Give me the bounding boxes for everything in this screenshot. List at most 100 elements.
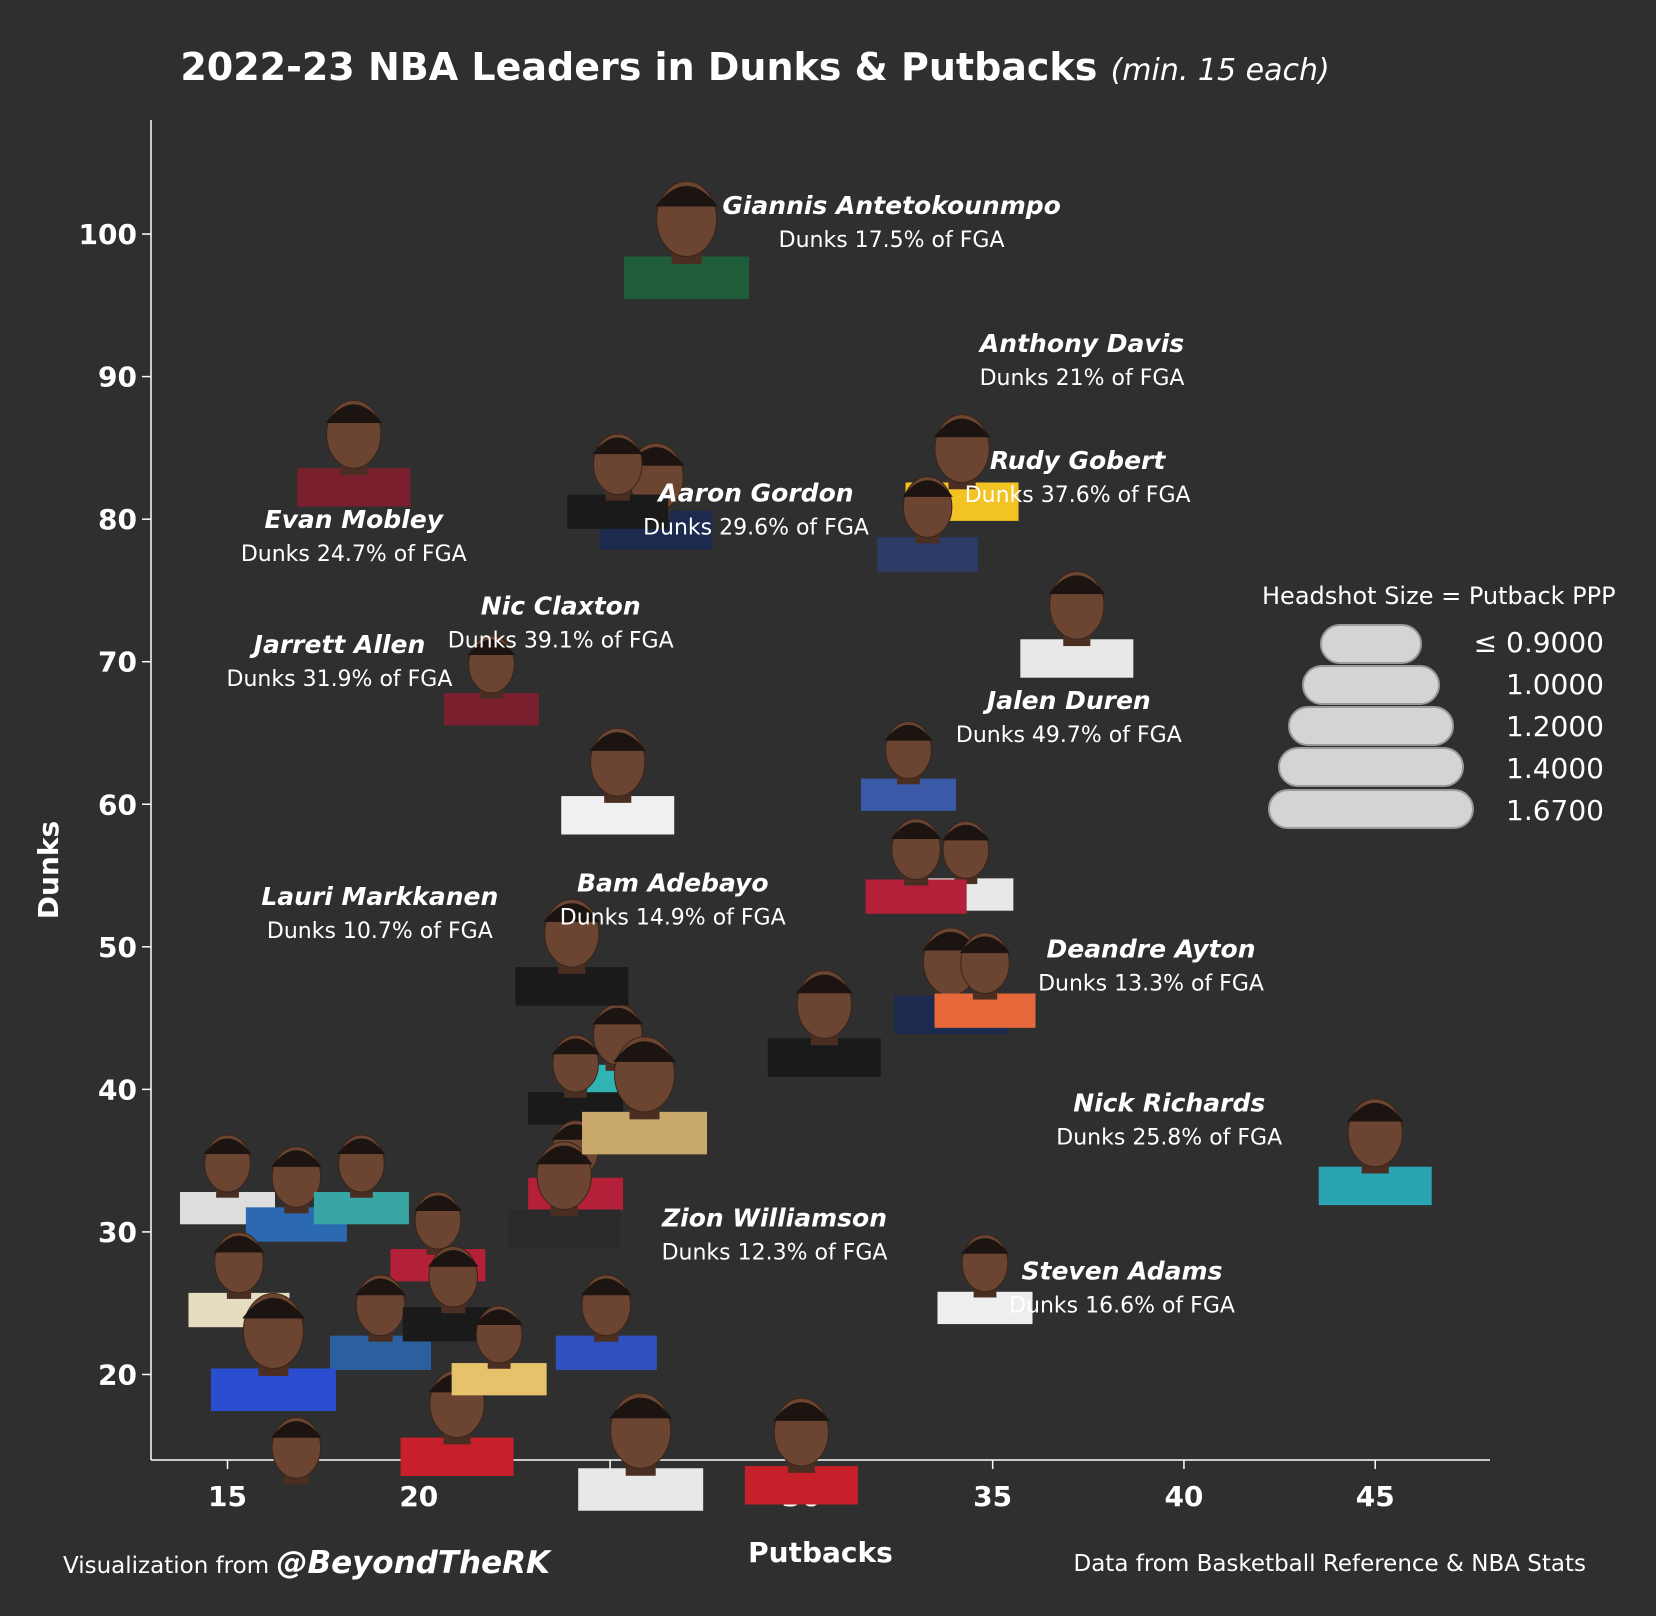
y-tick-label: 60 [98,788,137,821]
player-headshot-hair [271,1421,322,1438]
labeled-player-headshot-hair [959,936,1011,954]
player-name-label: Evan Mobley [265,505,445,534]
player-dunk-rate-label: Dunks 25.8% of FGA [1056,1125,1282,1150]
size-legend-label: 1.4000 [1506,752,1604,785]
y-tick-label: 40 [98,1073,137,1106]
player-headshot [865,818,967,914]
player-headshot [451,1305,547,1396]
y-tick-label: 20 [98,1358,137,1391]
player-headshot [245,1146,347,1242]
player-headshot-hair [213,1235,265,1253]
y-tick-label: 90 [98,361,137,394]
player-headshot-hair [271,1150,322,1167]
labeled-player-headshot-hair [467,639,516,656]
player-headshot [245,1417,347,1513]
player-headshot [188,1231,290,1328]
player-headshot [744,1397,858,1505]
player-headshot-hair [581,1278,632,1296]
chart-title: 2022-23 NBA Leaders in Dunks & Putbacks … [0,45,1510,89]
size-legend-swatch [1288,706,1454,746]
x-tick-label: 40 [1164,1480,1203,1513]
size-legend-label: 1.6700 [1506,794,1604,827]
player-dunk-rate-label: Dunks 17.5% of FGA [779,228,1005,253]
player-dunk-rate-label: Dunks 16.6% of FGA [1009,1294,1235,1319]
labeled-player-headshot-hair [613,1041,676,1062]
player-headshot-hair [884,724,933,741]
chart-subtitle: (min. 15 each) [1110,53,1330,88]
labeled-player-headshot [624,181,750,300]
size-legend-label: ≤ 0.9000 [1473,626,1604,659]
player-headshot-hair [203,1138,252,1154]
labeled-player-headshot [515,898,629,1006]
x-tick-label: 45 [1356,1480,1395,1513]
labeled-player-headshot [297,399,411,507]
size-legend-swatch [1278,747,1464,787]
size-legend-swatch [1320,624,1422,664]
player-headshot [767,970,881,1077]
labeled-player-headshot-hair [325,404,383,424]
labeled-player-headshot [937,1234,1033,1325]
y-axis-label: Dunks [32,821,65,919]
y-tick-label: 50 [98,931,137,964]
player-headshot-hair [609,1397,672,1419]
labeled-player-headshot-hair [902,480,953,497]
x-tick-label: 15 [208,1480,247,1513]
player-name-label: Rudy Gobert [990,446,1166,475]
y-tick-label: 80 [98,503,137,536]
player-name-label: Zion Williamson [661,1203,887,1232]
size-legend-label: 1.0000 [1506,668,1604,701]
player-headshot [210,1292,336,1411]
labeled-player-headshot [934,932,1036,1028]
size-legend-title: Headshot Size = Putback PPP [1262,582,1616,610]
chart-title-main: 2022-23 NBA Leaders in Dunks & Putbacks [180,45,1098,89]
player-headshot [402,1246,504,1342]
player-headshot-hair [355,1278,406,1296]
player-headshot-hair [551,1038,600,1055]
footer-source: Data from Basketball Reference & NBA Sta… [1073,1551,1587,1577]
player-dunk-rate-label: Dunks 31.9% of FGA [227,667,453,692]
player-dunk-rate-label: Dunks 24.7% of FGA [241,542,467,567]
labeled-player-headshot-hair [961,1238,1009,1254]
footer-credit-prefix: Visualization from [63,1553,277,1579]
labeled-player-headshot-hair [655,185,718,207]
player-dunk-rate-label: Dunks 21% of FGA [980,366,1185,391]
player-headshot-hair [592,1007,643,1025]
player-headshot-hair [890,822,942,840]
player-headshot-hair [337,1138,386,1154]
player-headshot [313,1134,409,1225]
player-headshot [578,1392,704,1511]
x-tick-label: 35 [973,1480,1012,1513]
labeled-player-headshot [582,1036,708,1155]
labeled-player-headshot-hair [933,418,991,438]
player-name-label: Nick Richards [1073,1088,1265,1117]
player-dunk-rate-label: Dunks 37.6% of FGA [965,483,1191,508]
player-name-label: Lauri Markkanen [261,882,498,911]
player-dunk-rate-label: Dunks 10.7% of FGA [267,919,493,944]
player-dunk-rate-label: Dunks 12.3% of FGA [662,1240,888,1265]
player-headshot [330,1274,432,1370]
player-headshot-hair [773,1402,830,1421]
player-headshot [400,1369,514,1476]
x-tick-label: 20 [399,1480,438,1513]
player-dunk-rate-label: Dunks 39.1% of FGA [448,628,674,653]
footer-credit: Visualization from @BeyondTheRK [63,1545,550,1581]
player-headshot-hair [414,1195,462,1212]
player-name-label: Steven Adams [1022,1257,1223,1286]
labeled-player-headshot [561,727,675,835]
player-headshot-hair [942,824,990,841]
player-name-label: Jarrett Allen [249,630,426,659]
player-headshot-hair [475,1309,523,1326]
labeled-player-headshot-hair [1346,1102,1404,1122]
player-dunk-rate-label: Dunks 14.9% of FGA [560,906,786,931]
labeled-player-headshot [1318,1098,1432,1206]
player-headshot-hair [242,1297,305,1319]
labeled-player-headshot [567,433,669,529]
size-legend-swatch [1302,665,1440,705]
labeled-player-headshot [877,476,979,572]
player-name-label: Bam Adebayo [577,869,769,898]
labeled-player-headshot-hair [543,903,601,922]
y-tick-label: 30 [98,1216,137,1249]
y-tick-label: 100 [79,218,137,251]
